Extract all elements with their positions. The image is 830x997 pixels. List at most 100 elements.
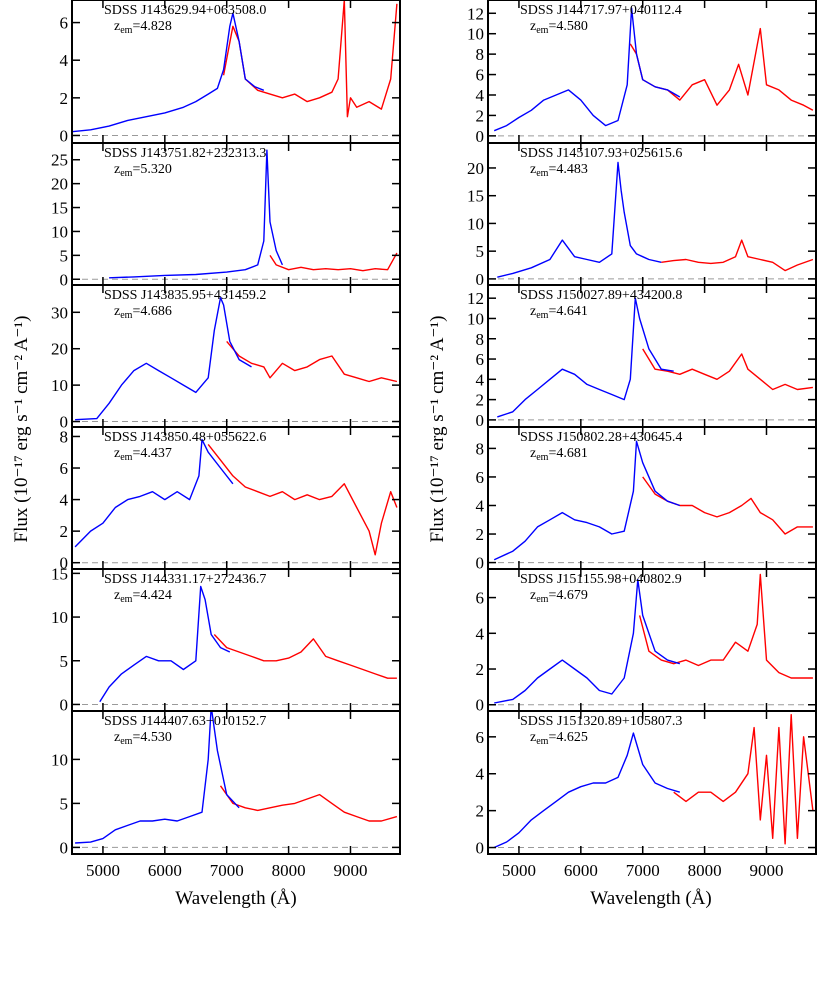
redshift-subscript: em bbox=[536, 452, 548, 463]
y-tick-label: 4 bbox=[476, 765, 485, 784]
y-tick-label: 10 bbox=[51, 608, 68, 627]
object-name: SDSS J150027.89+434200.8 bbox=[520, 288, 682, 303]
panel-frame bbox=[71, 426, 401, 570]
y-tick-label: 10 bbox=[51, 376, 68, 395]
x-axis-label-left: Wavelength (Å) bbox=[175, 888, 296, 909]
y-tick-label: 2 bbox=[60, 522, 69, 541]
x-tick-label: 8000 bbox=[272, 861, 306, 880]
y-tick-label: 5 bbox=[476, 242, 485, 261]
spectra-series bbox=[74, 438, 398, 556]
spectrum-line-nir bbox=[497, 297, 674, 418]
redshift-label: zem=4.437 bbox=[114, 446, 172, 463]
redshift-subscript: em bbox=[120, 594, 132, 605]
y-tick-label: 15 bbox=[467, 187, 484, 206]
redshift-symbol: z bbox=[114, 730, 120, 745]
y-tick-label: 2 bbox=[476, 106, 485, 125]
x-tick-label: 6000 bbox=[564, 861, 598, 880]
y-tick-label: 0 bbox=[476, 696, 485, 715]
redshift-symbol: z bbox=[530, 304, 536, 319]
y-tick-label: 10 bbox=[467, 25, 484, 44]
spectrum-line-nir bbox=[109, 149, 284, 279]
redshift-value: =4.828 bbox=[132, 19, 171, 34]
y-tick-label: 2 bbox=[476, 525, 485, 544]
y-tick-label: 2 bbox=[476, 802, 485, 821]
y-tick-label: 0 bbox=[60, 413, 69, 432]
redshift-subscript: em bbox=[536, 25, 548, 36]
y-tick-label: 25 bbox=[51, 151, 68, 170]
y-tick-label: 4 bbox=[476, 370, 485, 389]
redshift-symbol: z bbox=[530, 730, 536, 745]
x-tick-label: 7000 bbox=[626, 861, 660, 880]
redshift-value: =4.580 bbox=[548, 19, 587, 34]
panel-frame bbox=[71, 284, 401, 428]
spectrum-line-sdss bbox=[629, 27, 814, 111]
object-name: SDSS J143751.82+232313.3 bbox=[104, 146, 266, 161]
y-tick-label: 4 bbox=[476, 86, 485, 105]
spectrum-line-sdss bbox=[207, 443, 398, 556]
x-tick-label: 9000 bbox=[749, 861, 783, 880]
redshift-value: =4.679 bbox=[548, 588, 587, 603]
spectrum-line-sdss bbox=[219, 785, 398, 822]
redshift-symbol: z bbox=[114, 588, 120, 603]
redshift-symbol: z bbox=[530, 446, 536, 461]
object-name: SDSS J143629.94+063508.0 bbox=[104, 3, 266, 18]
spectra-series bbox=[493, 440, 813, 561]
spectrum-line-sdss bbox=[661, 239, 814, 272]
y-tick-label: 6 bbox=[476, 728, 485, 747]
panel-frame bbox=[487, 284, 817, 428]
redshift-value: =4.681 bbox=[548, 446, 587, 461]
redshift-subscript: em bbox=[536, 310, 548, 321]
y-tick-label: 0 bbox=[476, 839, 485, 858]
y-tick-label: 10 bbox=[467, 309, 484, 328]
x-tick-label: 5000 bbox=[502, 861, 536, 880]
redshift-subscript: em bbox=[536, 168, 548, 179]
y-tick-label: 6 bbox=[476, 589, 485, 608]
x-axis-label-right: Wavelength (Å) bbox=[590, 888, 711, 909]
y-tick-label: 8 bbox=[60, 427, 69, 446]
y-tick-label: 6 bbox=[476, 66, 485, 85]
redshift-subscript: em bbox=[536, 736, 548, 747]
redshift-value: =4.483 bbox=[548, 162, 587, 177]
redshift-label: zem=4.530 bbox=[114, 730, 172, 747]
y-tick-label: 6 bbox=[476, 468, 485, 487]
y-tick-label: 8 bbox=[476, 330, 485, 349]
redshift-value: =4.424 bbox=[132, 588, 171, 603]
object-name: SDSS J144717.97+040112.4 bbox=[520, 3, 682, 18]
y-tick-label: 20 bbox=[51, 340, 68, 359]
y-tick-label: 6 bbox=[60, 459, 69, 478]
redshift-label: zem=4.625 bbox=[530, 730, 588, 747]
x-tick-label: 8000 bbox=[688, 861, 722, 880]
y-tick-label: 6 bbox=[476, 350, 485, 369]
panel-frame bbox=[71, 142, 401, 286]
y-tick-label: 0 bbox=[476, 127, 485, 146]
object-name: SDSS J150802.28+430645.4 bbox=[520, 430, 682, 445]
x-tick-label: 7000 bbox=[210, 861, 244, 880]
object-name: SDSS J144331.17+272436.7 bbox=[104, 572, 266, 587]
spectra-series bbox=[75, 711, 398, 844]
redshift-symbol: z bbox=[114, 162, 120, 177]
y-tick-label: 30 bbox=[51, 303, 68, 322]
spectrum-line-nir bbox=[493, 732, 681, 849]
redshift-symbol: z bbox=[530, 19, 536, 34]
redshift-value: =4.437 bbox=[132, 446, 171, 461]
redshift-label: zem=4.641 bbox=[530, 304, 588, 321]
panel-frame bbox=[71, 568, 401, 712]
spectrum-line-nir bbox=[494, 579, 680, 704]
redshift-label: zem=5.320 bbox=[114, 162, 172, 179]
object-name: SDSS J151320.89+105807.3 bbox=[520, 714, 682, 729]
spectra-series bbox=[494, 573, 813, 704]
spectrum-line-nir bbox=[75, 297, 252, 421]
spectrum-panel-3: 0 5 10 15 20 25 SDSS J143751.82+232313.3zem=5.… bbox=[51, 142, 401, 289]
spectra-series bbox=[497, 161, 814, 278]
redshift-value: =4.641 bbox=[548, 304, 587, 319]
redshift-value: =4.625 bbox=[548, 730, 587, 745]
panel-frame bbox=[71, 0, 401, 144]
panel-frame bbox=[487, 568, 817, 712]
spectra-series bbox=[72, 0, 398, 133]
y-tick-label: 10 bbox=[51, 750, 68, 769]
redshift-subscript: em bbox=[120, 310, 132, 321]
